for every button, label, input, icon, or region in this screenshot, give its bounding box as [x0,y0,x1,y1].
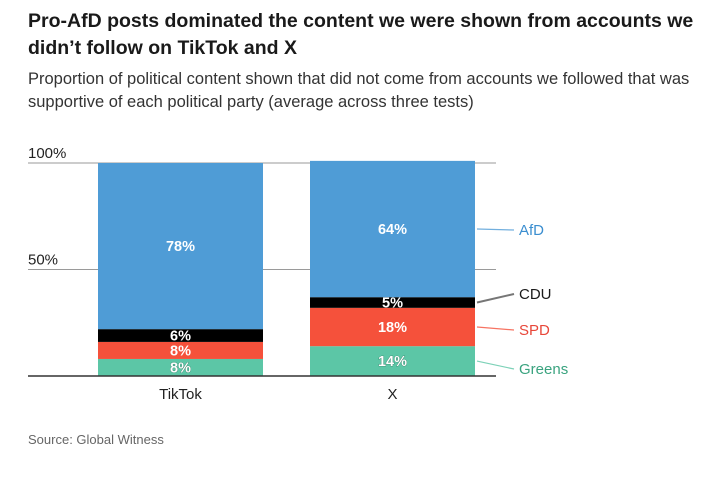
bar-tiktok-spd [98,341,263,359]
legend-leader-afd [476,228,515,231]
source-note: Source: Global Witness [28,432,164,447]
value-label-tiktok-cdu: 6% [170,329,191,345]
value-label-x-spd: 18% [378,320,407,336]
y-tick-label-50: 50% [28,252,58,269]
chart-subtitle: Proportion of political content shown th… [28,70,690,111]
value-label-tiktok-greens: 8% [170,360,191,376]
bar-tiktok-afd [98,163,263,330]
value-label-tiktok-spd: 8% [170,343,191,359]
category-label-x: X [387,386,397,403]
legend-label-cdu: CDU [519,286,552,303]
value-label-tiktok-afd: 78% [166,239,195,255]
value-label-x-greens: 14% [378,354,407,370]
chart-title: Pro-AfD posts dominated the content we w… [28,10,694,59]
legend-leader-greens [476,360,515,370]
bar-tiktok-greens [98,358,263,376]
bar-tiktok-cdu [98,329,263,342]
legend-label-greens: Greens [519,361,568,378]
bar-x-cdu [310,297,475,308]
legend-label-spd: SPD [519,322,550,339]
value-label-x-cdu: 5% [382,296,403,312]
legend-leader-cdu [476,293,515,304]
legend-label-afd: AfD [519,222,544,239]
value-label-x-afd: 64% [378,222,407,238]
category-label-tiktok: TikTok [159,386,202,403]
bar-x-greens [310,346,475,376]
legend-leader-spd [476,326,515,331]
bar-x-afd [310,160,475,298]
y-tick-label-100: 100% [28,145,66,162]
bar-x-spd [310,307,475,347]
